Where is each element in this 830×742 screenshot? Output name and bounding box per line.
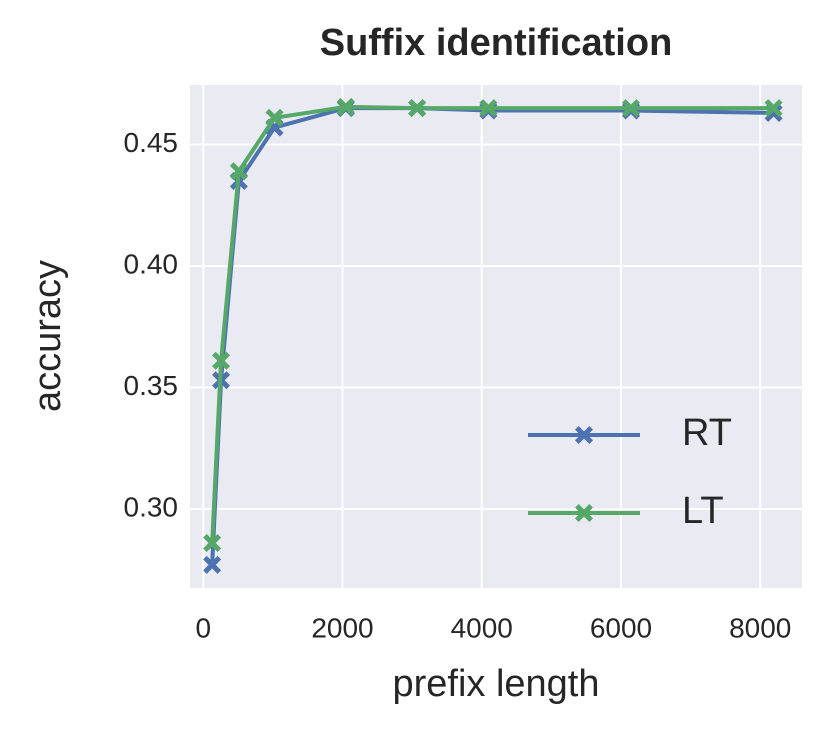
marker — [203, 555, 222, 574]
legend-label: LT — [682, 490, 724, 532]
x-tick-label: 0 — [195, 612, 211, 643]
legend-marker — [575, 504, 593, 522]
marker — [229, 162, 248, 181]
x-axis-label: prefix length — [392, 663, 599, 705]
marker — [265, 108, 284, 127]
marker — [203, 534, 222, 553]
y-tick-label: 0.45 — [124, 127, 179, 158]
marker — [408, 99, 427, 118]
chart-title: Suffix identification — [320, 22, 673, 64]
marker — [212, 351, 231, 370]
marker — [479, 99, 498, 118]
legend-label: RT — [682, 412, 732, 454]
plot-area — [190, 85, 802, 588]
y-axis-label: accuracy — [27, 260, 69, 412]
marker — [336, 97, 355, 116]
y-tick-label: 0.35 — [124, 370, 179, 401]
y-tick-label: 0.40 — [124, 248, 179, 279]
x-tick-label: 4000 — [451, 612, 513, 643]
marker — [764, 99, 783, 118]
legend-marker — [575, 426, 593, 444]
x-tick-label: 6000 — [590, 612, 652, 643]
y-tick-label: 0.30 — [124, 491, 179, 522]
x-tick-label: 8000 — [729, 612, 791, 643]
x-tick-label: 2000 — [311, 612, 373, 643]
marker — [622, 99, 641, 118]
